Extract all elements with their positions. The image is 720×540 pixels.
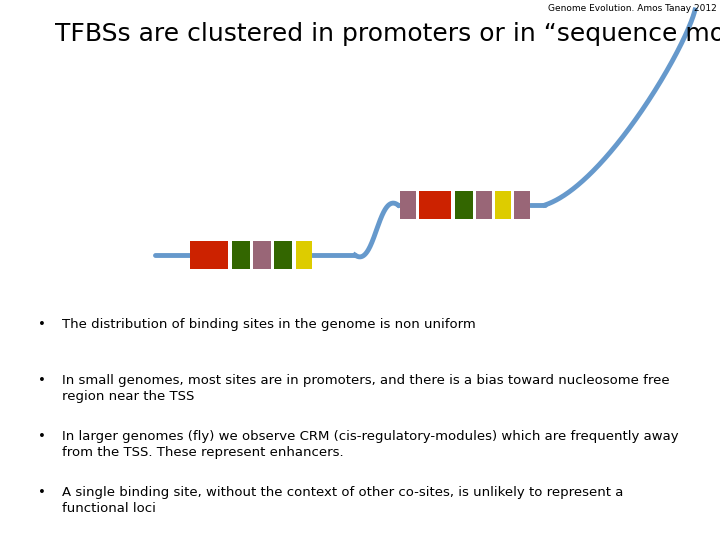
Text: The distribution of binding sites in the genome is non uniform: The distribution of binding sites in the… (62, 318, 476, 331)
Bar (495, 191, 511, 219)
Text: •: • (38, 374, 46, 387)
Text: Genome Evolution. Amos Tanay 2012: Genome Evolution. Amos Tanay 2012 (548, 4, 717, 13)
Text: •: • (38, 318, 46, 331)
Bar (253, 241, 271, 269)
Bar (455, 191, 473, 219)
Bar (190, 241, 228, 269)
Text: TFBSs are clustered in promoters or in “sequence modules”: TFBSs are clustered in promoters or in “… (55, 22, 720, 46)
Bar (274, 241, 292, 269)
Bar (400, 191, 416, 219)
Text: In small genomes, most sites are in promoters, and there is a bias toward nucleo: In small genomes, most sites are in prom… (62, 374, 670, 403)
Bar (232, 241, 250, 269)
Text: A single binding site, without the context of other co-sites, is unlikely to rep: A single binding site, without the conte… (62, 486, 624, 515)
Bar (514, 191, 530, 219)
Text: •: • (38, 486, 46, 499)
Bar (476, 191, 492, 219)
Bar (419, 191, 451, 219)
Text: •: • (38, 430, 46, 443)
Text: In larger genomes (fly) we observe CRM (cis-regulatory-modules) which are freque: In larger genomes (fly) we observe CRM (… (62, 430, 679, 459)
Bar (296, 241, 312, 269)
